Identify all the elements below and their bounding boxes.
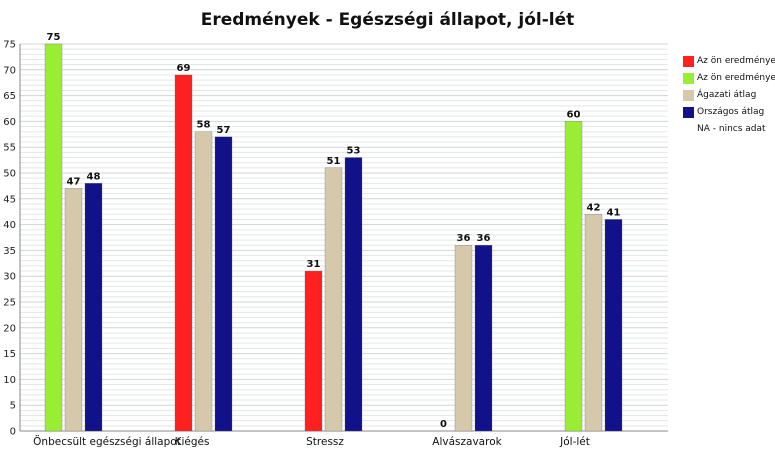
bar: [44, 43, 63, 432]
y-tick-label: 0: [10, 427, 16, 438]
legend-label: Az ön eredménye: [697, 73, 775, 83]
y-tick-label: 55: [3, 143, 16, 154]
y-tick-label: 40: [3, 220, 16, 231]
legend-note: NA - nincs adat: [697, 124, 766, 134]
bar: [344, 157, 363, 432]
data-label: 36: [457, 233, 471, 244]
data-label: 53: [347, 146, 361, 157]
bars: [44, 43, 623, 432]
data-label: 57: [217, 125, 231, 136]
y-tick-label: 20: [3, 323, 16, 334]
chart-title: Eredmények - Egészségi állapot, jól-lét: [200, 10, 575, 30]
y-tick-label: 10: [3, 375, 16, 386]
data-label: 75: [47, 32, 61, 43]
grid-lines: [20, 43, 668, 432]
axes: 051015202530354045505560657075Önbecsült …: [3, 40, 668, 448]
y-tick-label: 50: [3, 169, 16, 180]
data-label: 58: [197, 120, 211, 131]
x-category-label: Stressz: [306, 436, 344, 448]
x-category-label: Kiégés: [175, 436, 210, 448]
y-tick-label: 30: [3, 272, 16, 283]
bar: [84, 183, 103, 432]
data-label: 0: [440, 419, 447, 430]
y-tick-label: 65: [3, 91, 16, 102]
legend-item-own-red: Az ön eredménye: [683, 55, 775, 71]
data-label: 51: [327, 156, 341, 167]
bar: [584, 214, 603, 432]
bar: [64, 188, 83, 432]
x-category-label: Önbecsült egészségi állapot: [33, 435, 181, 448]
legend: Az ön eredménye Az ön eredménye Ágazati …: [683, 55, 775, 135]
data-label: 31: [307, 259, 321, 270]
y-tick-label: 70: [3, 65, 16, 76]
data-label: 41: [607, 207, 621, 218]
legend-label: Országos átlag: [697, 107, 765, 117]
y-tick-label: 5: [10, 401, 16, 412]
data-label: 36: [477, 233, 491, 244]
legend-label: Ágazati átlag: [697, 90, 757, 100]
bar: [604, 219, 623, 432]
bar: [194, 131, 213, 432]
plot-area: [20, 44, 668, 431]
data-labels: 75 47 48 69 58 57 31 51 53 0 36 36 60 42 41: [47, 32, 621, 430]
legend-item-national: Országos átlag: [683, 106, 775, 122]
bar: [174, 74, 193, 432]
bar: [564, 121, 583, 432]
x-category-label: Alvászavarok: [432, 436, 502, 448]
y-tick-label: 35: [3, 246, 16, 257]
legend-item-own-green: Az ön eredménye: [683, 72, 775, 88]
data-label: 48: [87, 171, 101, 182]
data-label: 42: [587, 202, 601, 213]
bar: [214, 136, 233, 432]
y-tick-label: 60: [3, 117, 16, 128]
y-tick-label: 15: [3, 349, 16, 360]
legend-item-sector: Ágazati átlag: [683, 89, 775, 105]
data-label: 47: [67, 176, 81, 187]
legend-swatch-green: [683, 73, 694, 84]
y-tick-label: 45: [3, 194, 16, 205]
legend-swatch-navy: [683, 107, 694, 118]
y-tick-label: 75: [3, 40, 16, 51]
bar: [474, 245, 493, 432]
data-label: 69: [177, 63, 191, 74]
bar: [454, 245, 473, 432]
x-category-label: Jól-lét: [559, 436, 590, 448]
legend-swatch-beige: [683, 90, 694, 101]
data-label: 60: [567, 109, 581, 120]
y-tick-label: 25: [3, 298, 16, 309]
bar: [304, 270, 323, 432]
legend-label: Az ön eredménye: [697, 56, 775, 66]
legend-swatch-red: [683, 56, 694, 67]
bar: [324, 167, 343, 432]
